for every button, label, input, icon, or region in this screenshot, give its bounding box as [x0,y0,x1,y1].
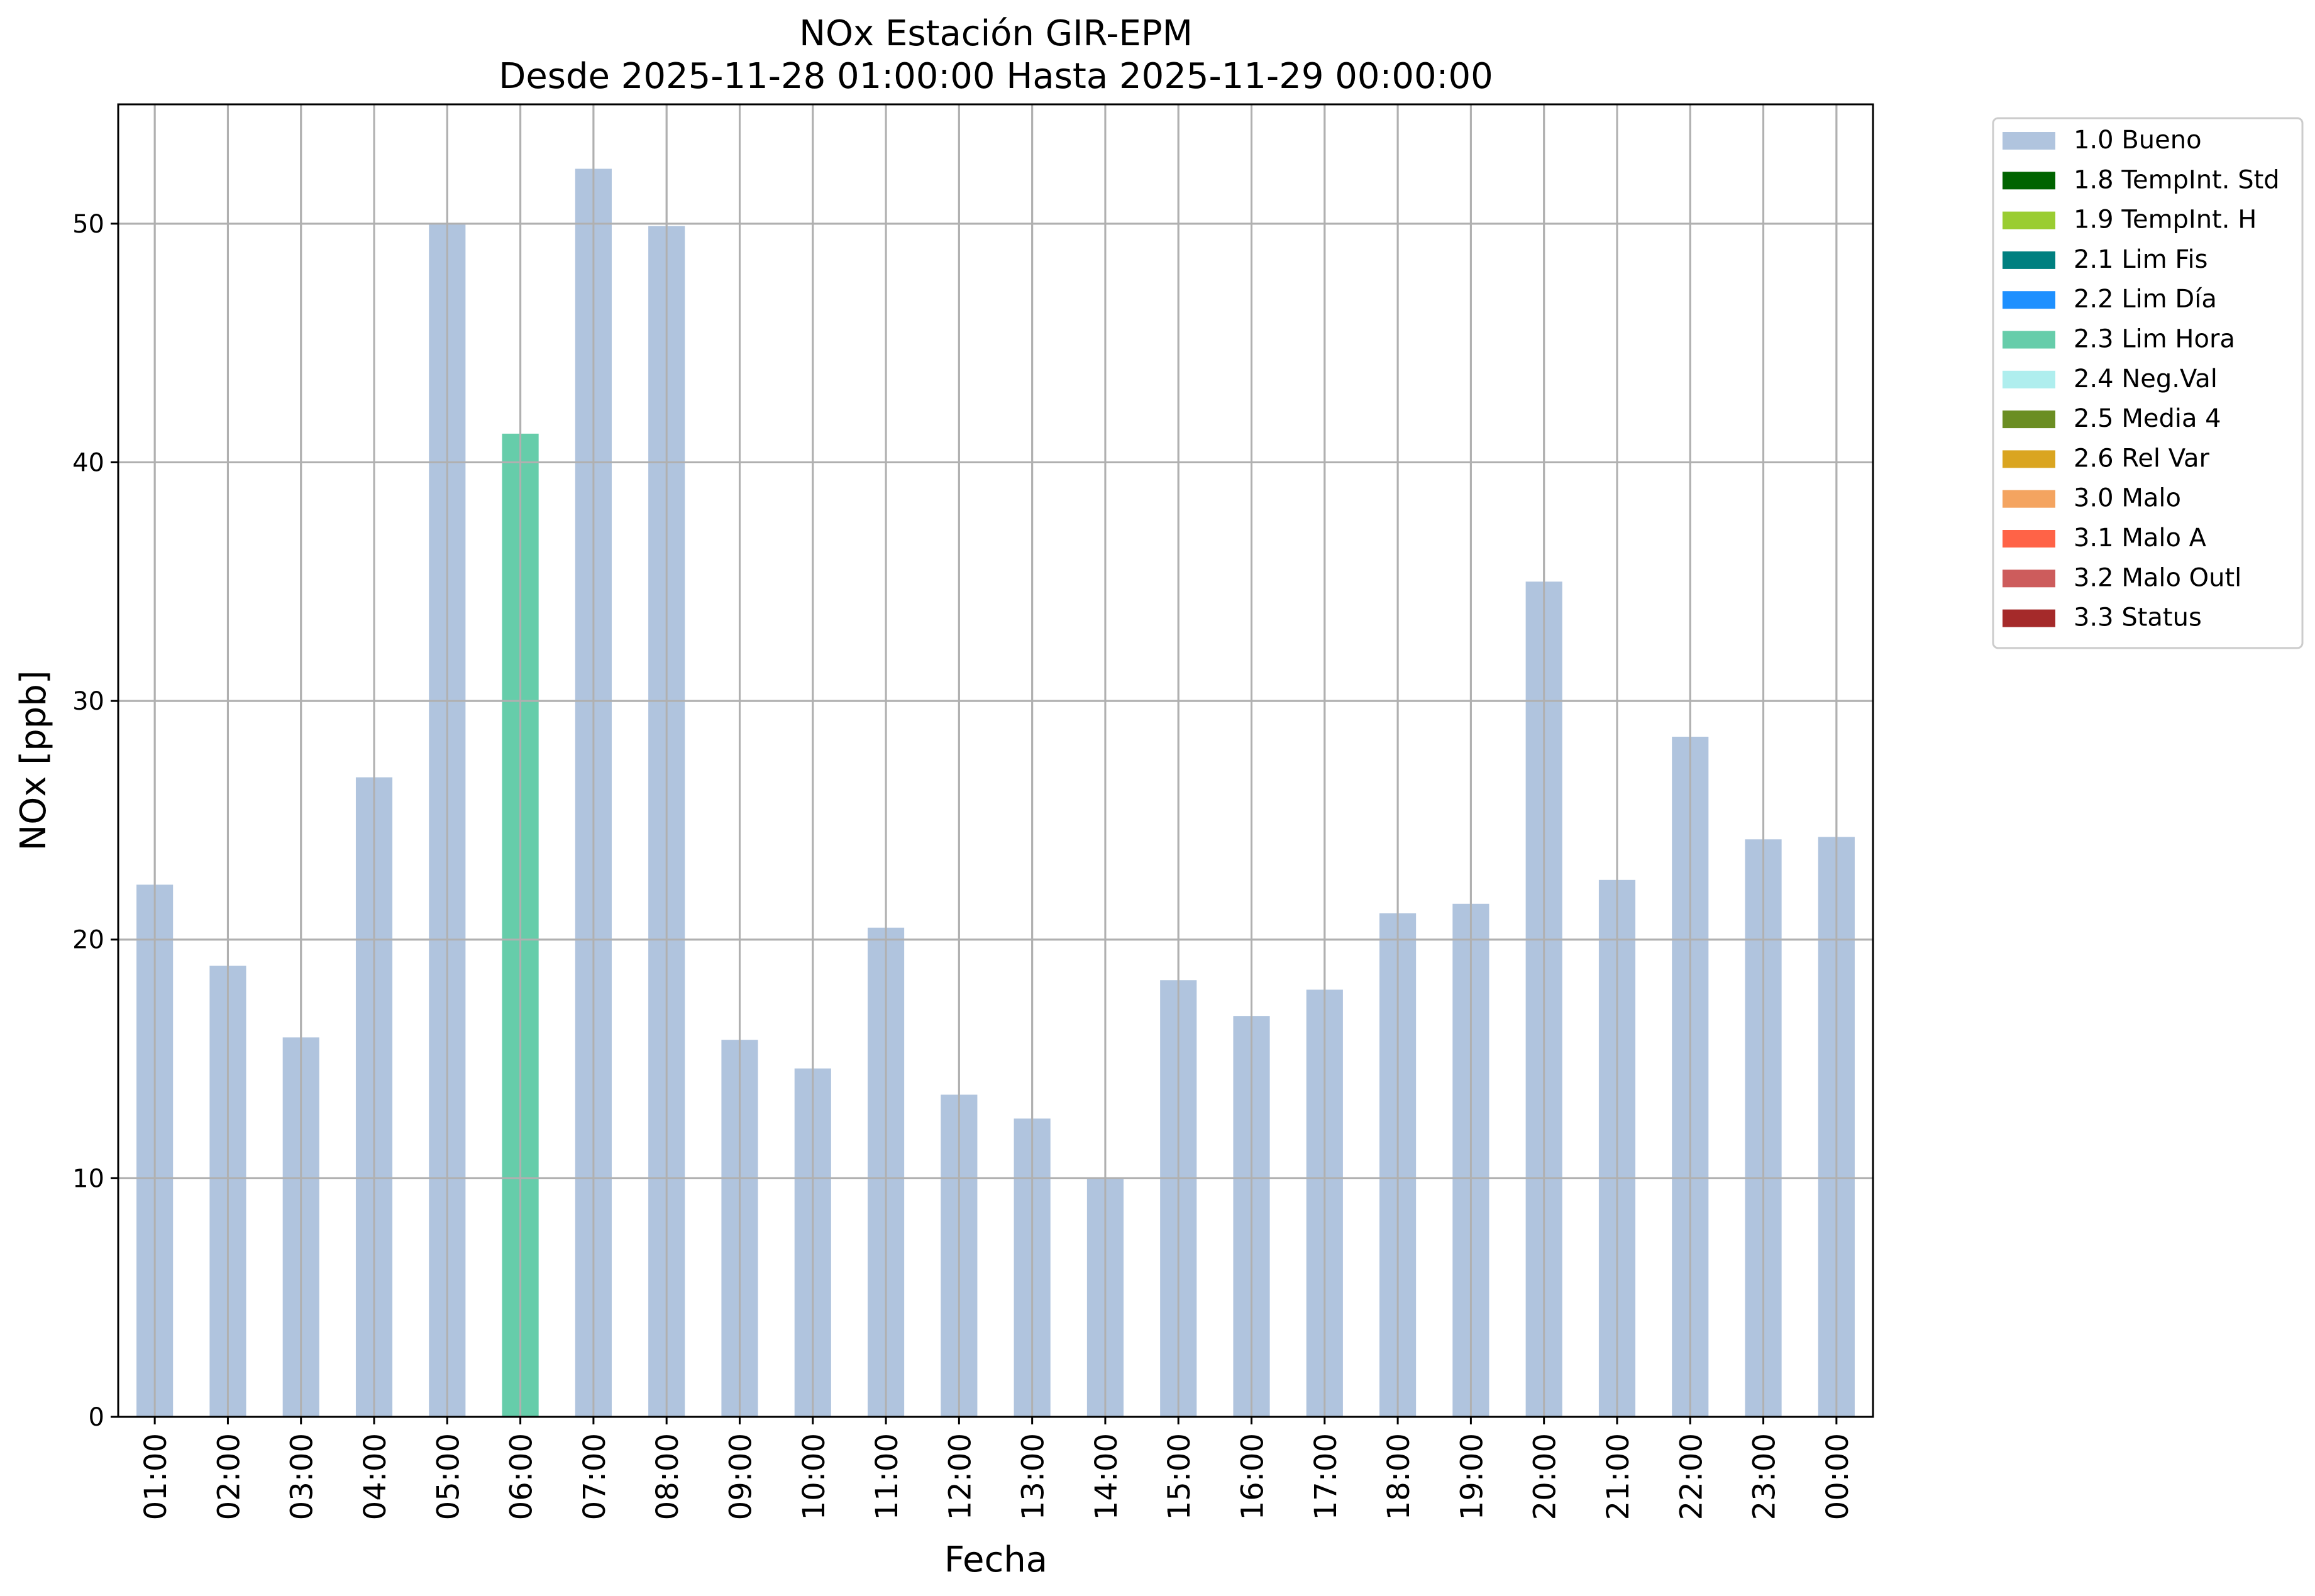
legend-label: 2.5 Media 4 [2074,404,2221,433]
legend-swatch [2003,291,2055,309]
x-tick-label: 17:00 [1308,1433,1344,1520]
x-tick-label: 09:00 [723,1433,758,1520]
x-tick-label: 08:00 [650,1433,685,1520]
legend-label: 2.3 Lim Hora [2074,325,2235,354]
legend-swatch [2003,132,2055,150]
legend: 1.0 Bueno 1.8 TempInt. Std 1.9 TempInt. H 2… [1992,117,2304,649]
x-tick-label: 22:00 [1674,1433,1709,1520]
x-tick-label: 14:00 [1089,1433,1124,1520]
chart-title: NOx Estación GIR-EPM [799,13,1193,54]
legend-label: 3.3 Status [2074,603,2202,632]
legend-swatch [2003,211,2055,229]
legend-swatch [2003,450,2055,468]
x-tick-label: 16:00 [1235,1433,1271,1520]
legend-label: 1.9 TempInt. H [2074,206,2257,234]
legend-label: 2.4 Neg.Val [2074,365,2218,393]
x-tick-label: 20:00 [1528,1433,1563,1520]
x-tick-label: 18:00 [1381,1433,1417,1520]
x-tick-label: 19:00 [1454,1433,1489,1520]
x-tick-label: 04:00 [358,1433,393,1520]
chart-subtitle: Desde 2025-11-28 01:00:00 Hasta 2025-11-… [499,56,1493,97]
y-tick-label: 50 [72,210,104,239]
x-tick-label: 21:00 [1601,1433,1636,1520]
y-tick-label: 30 [72,687,104,716]
plot-frame [117,103,1874,1418]
legend-swatch [2003,410,2055,429]
legend-swatch [2003,370,2055,388]
legend-frame [1992,117,2304,649]
x-tick-label: 01:00 [138,1433,174,1520]
x-tick-label: 10:00 [797,1433,832,1520]
legend-swatch [2003,251,2055,269]
x-tick-label: 03:00 [285,1433,320,1520]
legend-swatch [2003,490,2055,508]
y-tick-label: 20 [72,926,104,955]
legend-swatch [2003,609,2055,627]
y-axis: 0 10 20 30 40 50 [72,210,118,1432]
y-axis-label: NOx [ppb] [13,670,54,850]
y-tick-label: 40 [72,448,104,477]
legend-label: 2.1 Lim Fis [2074,245,2207,274]
x-tick-label: 13:00 [1016,1433,1051,1520]
legend-label: 3.1 Malo A [2074,524,2207,553]
legend-swatch [2003,570,2055,588]
legend-swatch [2003,530,2055,548]
legend-label: 1.8 TempInt. Std [2074,165,2280,194]
y-tick-label: 10 [72,1164,104,1193]
y-tick-label: 0 [89,1403,104,1432]
x-tick-label: 15:00 [1162,1433,1197,1520]
legend-label: 2.6 Rel Var [2074,444,2210,473]
legend-label: 1.0 Bueno [2074,126,2202,155]
x-tick-label: 07:00 [577,1433,612,1520]
x-axis-label: Fecha [944,1539,1047,1580]
legend-label: 2.2 Lim Día [2074,285,2217,314]
legend-swatch [2003,331,2055,349]
x-tick-label: 06:00 [504,1433,539,1520]
x-tick-label: 02:00 [211,1433,246,1520]
x-tick-label: 11:00 [870,1433,905,1520]
x-tick-label: 12:00 [942,1433,978,1520]
x-axis: 01:00 02:00 03:00 04:00 05:00 06:00 07:00 08:00… [138,1417,1855,1520]
legend-label: 3.2 Malo Outl [2074,563,2241,592]
x-tick-label: 00:00 [1820,1433,1855,1520]
bars [118,104,1873,1418]
legend-swatch [2003,172,2055,190]
legend-label: 3.0 Malo [2074,484,2181,513]
x-tick-label: 05:00 [431,1433,466,1520]
x-tick-label: 23:00 [1747,1433,1782,1520]
